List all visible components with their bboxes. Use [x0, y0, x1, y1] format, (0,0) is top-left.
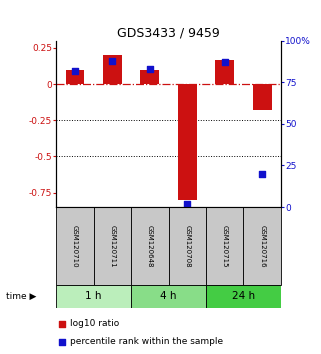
Point	[59, 339, 64, 344]
Text: GSM120708: GSM120708	[184, 225, 190, 267]
Bar	[94, 207, 131, 285]
Text: log10 ratio: log10 ratio	[70, 319, 119, 329]
Text: 24 h: 24 h	[232, 291, 255, 302]
Text: GSM120710: GSM120710	[72, 225, 78, 267]
Point	[72, 68, 77, 74]
Text: GSM120711: GSM120711	[109, 225, 115, 267]
Bar	[56, 207, 94, 285]
Point	[110, 58, 115, 63]
Text: time ▶: time ▶	[6, 292, 37, 301]
Point	[185, 201, 190, 207]
Text: percentile rank within the sample: percentile rank within the sample	[70, 337, 223, 346]
Bar	[141, 70, 159, 84]
Bar	[131, 285, 206, 308]
Bar	[243, 207, 281, 285]
Point	[147, 66, 152, 72]
Point	[59, 321, 64, 327]
Text: GSM120648: GSM120648	[147, 225, 153, 267]
Bar	[178, 84, 196, 200]
Bar	[103, 55, 122, 84]
Bar	[65, 70, 84, 84]
Text: GSM120716: GSM120716	[259, 225, 265, 267]
Point	[222, 59, 227, 65]
Bar	[206, 207, 243, 285]
Text: 1 h: 1 h	[85, 291, 102, 302]
Text: GSM120715: GSM120715	[222, 225, 228, 267]
Bar	[169, 207, 206, 285]
Bar	[253, 84, 272, 110]
Point	[260, 171, 265, 177]
Bar	[215, 59, 234, 84]
Title: GDS3433 / 9459: GDS3433 / 9459	[117, 27, 220, 40]
Bar	[206, 285, 281, 308]
Bar	[131, 207, 169, 285]
Text: 4 h: 4 h	[160, 291, 177, 302]
Bar	[56, 285, 131, 308]
